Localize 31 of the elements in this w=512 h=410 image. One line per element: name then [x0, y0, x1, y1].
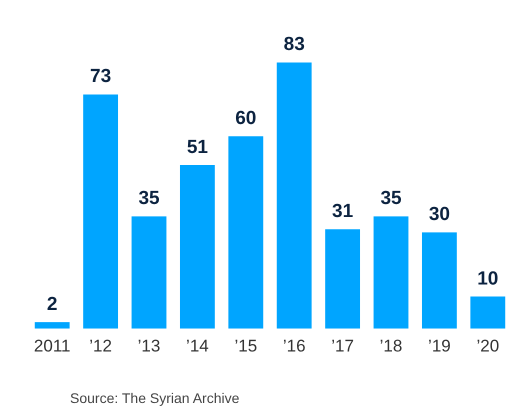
bar	[276, 62, 312, 329]
x-tick-label: ’20	[476, 336, 500, 356]
x-tick-label: ’17	[331, 336, 354, 356]
x-tick-label: ’13	[138, 336, 160, 356]
x-tick-label: ’14	[186, 336, 209, 356]
bar	[228, 136, 264, 329]
bar	[470, 296, 506, 329]
x-tick-label: ’16	[282, 336, 306, 356]
data-label: 35	[138, 188, 160, 210]
x-tick-label: ’18	[380, 336, 402, 356]
data-label: 35	[380, 188, 402, 210]
data-label: 83	[284, 34, 305, 56]
x-tick-label: ’19	[428, 336, 451, 356]
bar	[374, 216, 408, 329]
data-label: 10	[477, 268, 498, 290]
data-label: 2	[46, 294, 58, 315]
bar	[132, 216, 166, 329]
bar	[325, 229, 360, 329]
data-label: 30	[428, 204, 450, 226]
data-label: 60	[235, 108, 256, 129]
bar	[180, 165, 215, 329]
bar	[34, 322, 70, 329]
x-tick-label: 2011	[34, 336, 70, 356]
data-label: 51	[186, 136, 208, 158]
bar	[422, 232, 457, 329]
x-tick-label: ’15	[234, 336, 258, 356]
bar	[83, 94, 118, 329]
data-label: 73	[90, 66, 112, 88]
x-tick-label: ’12	[89, 336, 112, 356]
data-label: 31	[332, 200, 354, 222]
source-note: Source: The Syrian Archive	[70, 390, 240, 406]
